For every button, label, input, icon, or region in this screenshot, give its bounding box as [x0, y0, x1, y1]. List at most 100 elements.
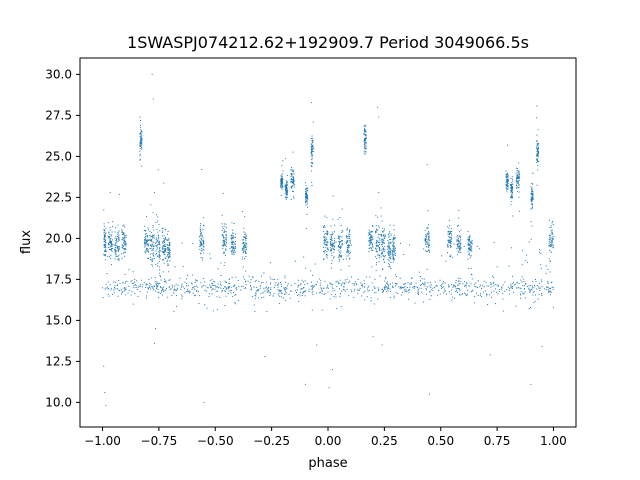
data-point: [293, 180, 295, 182]
data-point: [293, 179, 295, 181]
data-point: [327, 234, 329, 236]
data-point: [382, 234, 384, 236]
data-point: [164, 280, 166, 282]
data-point: [121, 230, 123, 232]
data-point: [204, 285, 206, 287]
data-point: [162, 289, 164, 291]
data-point: [305, 198, 307, 200]
data-point: [210, 286, 212, 288]
data-point: [347, 254, 349, 256]
data-point: [447, 241, 449, 243]
data-point: [307, 188, 309, 190]
data-point: [162, 241, 164, 243]
data-point: [380, 256, 382, 258]
data-point: [370, 230, 372, 232]
data-point: [327, 247, 329, 249]
data-point: [222, 252, 224, 254]
data-point: [364, 148, 366, 150]
data-point: [213, 285, 215, 286]
data-point: [377, 236, 379, 238]
data-point: [332, 369, 334, 371]
data-point: [231, 238, 233, 240]
data-point: [156, 285, 157, 287]
data-point: [327, 232, 329, 234]
data-point: [310, 270, 312, 272]
data-point: [286, 188, 288, 190]
data-point: [364, 139, 366, 141]
data-point: [173, 290, 175, 292]
data-point: [458, 288, 460, 290]
data-point: [163, 253, 165, 255]
data-point: [531, 206, 533, 208]
data-point: [203, 241, 205, 243]
data-point: [334, 224, 336, 226]
data-point: [304, 280, 306, 282]
data-point: [311, 161, 313, 163]
data-point: [460, 251, 462, 253]
data-point: [231, 241, 233, 243]
data-point: [108, 242, 110, 244]
data-point: [396, 283, 398, 285]
data-point: [156, 239, 158, 241]
data-point: [523, 278, 525, 280]
data-point: [388, 243, 390, 245]
data-point: [370, 242, 372, 244]
data-point: [346, 240, 348, 242]
data-point: [107, 244, 109, 246]
data-point: [444, 290, 446, 292]
data-point: [448, 220, 450, 222]
data-point: [145, 287, 147, 289]
data-point: [286, 193, 288, 195]
data-point: [390, 243, 392, 245]
data-point: [114, 245, 116, 247]
data-point: [426, 242, 428, 244]
data-point: [122, 225, 124, 227]
data-point: [329, 243, 331, 245]
data-point: [146, 242, 148, 244]
data-point: [199, 236, 200, 238]
data-point: [139, 140, 141, 142]
data-point: [550, 233, 552, 235]
y-axis: 10.012.515.017.520.022.525.027.530.0: [45, 67, 80, 409]
data-point: [244, 251, 246, 253]
data-point: [115, 239, 117, 241]
data-point: [448, 285, 450, 287]
data-point: [278, 302, 280, 304]
data-point: [278, 292, 280, 294]
data-point: [244, 246, 246, 248]
data-point: [244, 236, 246, 238]
data-point: [151, 238, 153, 240]
data-point: [338, 249, 340, 251]
data-point: [286, 174, 288, 176]
data-point: [508, 265, 510, 267]
data-point: [282, 170, 284, 172]
data-point: [490, 286, 492, 288]
data-point: [347, 235, 349, 237]
data-point: [326, 216, 328, 218]
data-point: [144, 245, 146, 247]
data-point: [497, 293, 499, 295]
data-point: [137, 286, 139, 288]
data-point: [536, 153, 538, 155]
data-point: [319, 282, 321, 284]
data-point: [338, 243, 340, 245]
data-point: [280, 184, 282, 186]
data-point: [388, 236, 390, 238]
data-point: [211, 282, 213, 284]
data-point: [111, 234, 113, 236]
data-point: [250, 287, 252, 289]
data-point: [364, 142, 366, 144]
data-point: [161, 248, 163, 250]
data-point: [371, 225, 373, 227]
data-point: [332, 244, 334, 246]
data-point: [353, 290, 355, 292]
data-point: [202, 248, 204, 250]
data-point: [397, 292, 399, 294]
data-point: [241, 286, 243, 288]
y-tick-label: 20.0: [45, 231, 72, 245]
data-point: [141, 142, 143, 144]
data-point: [160, 286, 162, 288]
data-point: [394, 237, 396, 239]
data-point: [104, 233, 106, 235]
data-point: [232, 248, 234, 250]
